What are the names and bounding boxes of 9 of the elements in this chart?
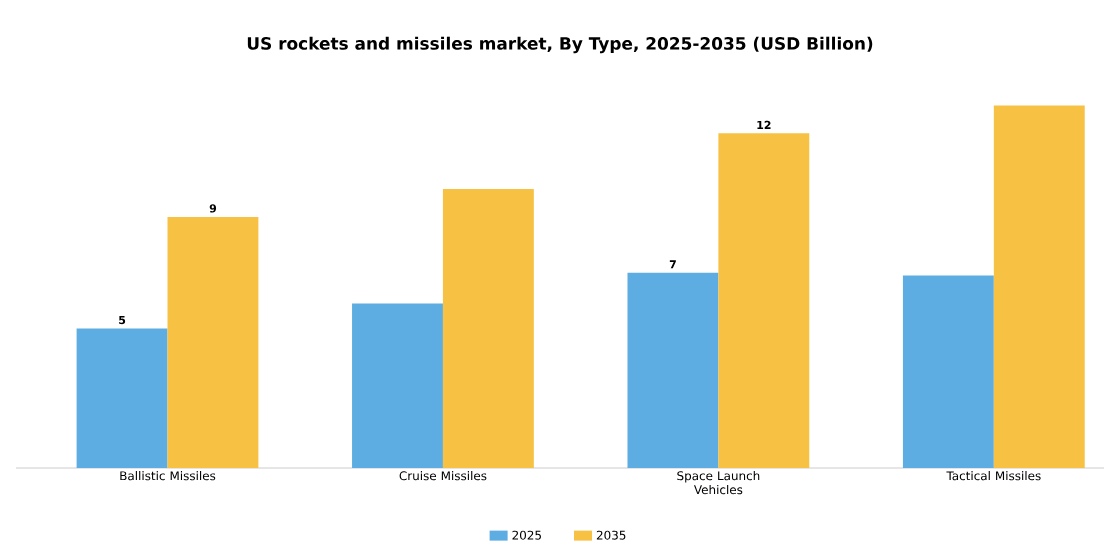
bar — [442, 189, 534, 468]
chart-title: US rockets and missiles market, By Type, 2025-2035 (USD Billion) — [247, 36, 873, 54]
bar — [627, 272, 719, 468]
bar — [993, 105, 1085, 468]
bar — [167, 216, 259, 468]
bar — [902, 275, 994, 468]
bar — [718, 133, 810, 468]
bar — [352, 303, 443, 468]
bar — [76, 328, 168, 468]
